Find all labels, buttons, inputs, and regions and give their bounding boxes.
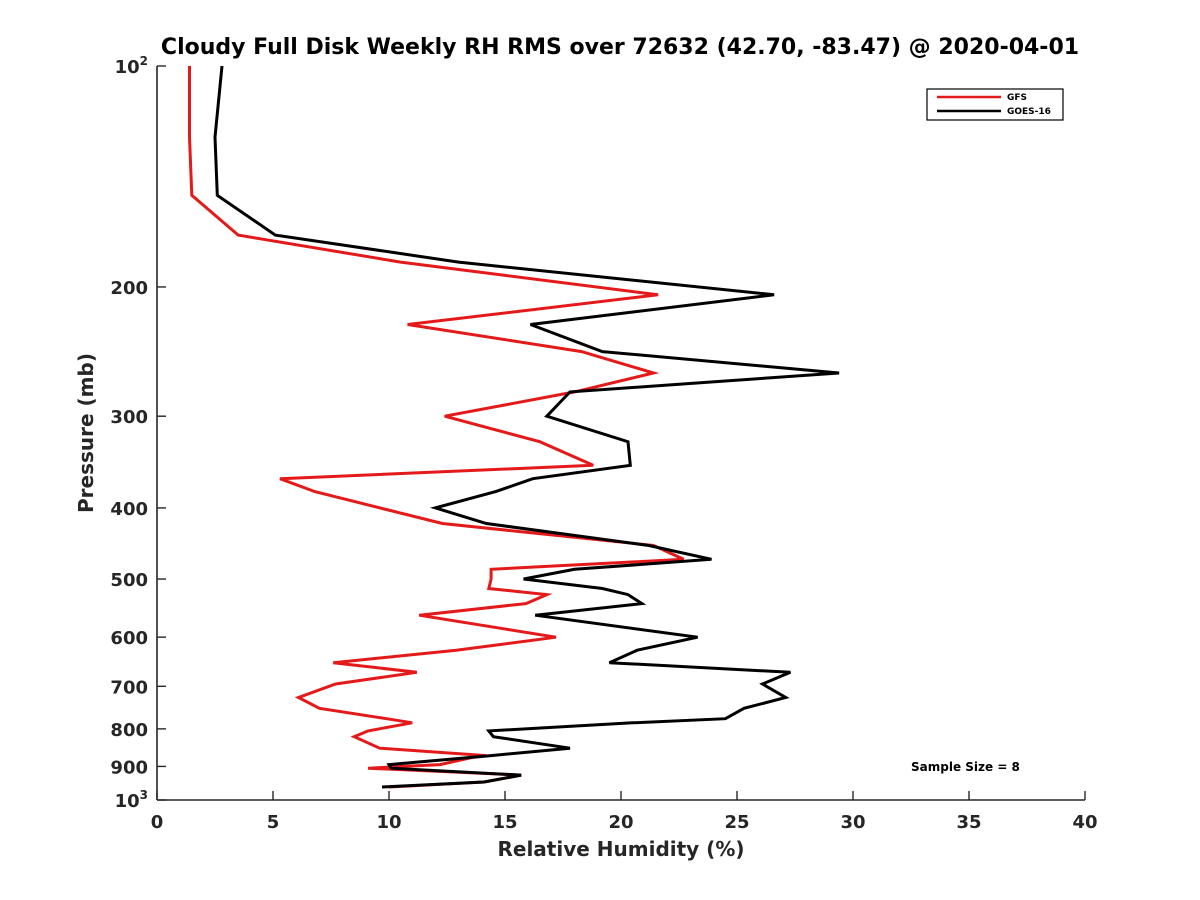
series-line-gfs — [188, 66, 685, 789]
x-tick-label: 5 — [267, 812, 280, 833]
chart-title: Cloudy Full Disk Weekly RH RMS over 7263… — [161, 35, 1079, 60]
y-tick-label: 200 — [110, 278, 148, 299]
x-tick-label: 35 — [956, 812, 981, 833]
x-tick-label: 10 — [376, 812, 401, 833]
y-tick-label: 600 — [110, 628, 148, 649]
sample-size-annotation: Sample Size = 8 — [911, 760, 1020, 774]
legend: GFS GOES-16 — [926, 88, 1064, 121]
series-layer — [188, 65, 840, 789]
y-ticks: 102 200 300 400 500 600 700 800 900 103 — [110, 54, 166, 812]
x-ticks: 0 5 10 15 20 25 30 35 40 — [151, 791, 1098, 833]
x-axis-label: Relative Humidity (%) — [497, 837, 744, 861]
x-tick-label: 0 — [151, 812, 164, 833]
x-tick-label: 40 — [1072, 812, 1097, 833]
y-tick-label: 102 — [115, 54, 148, 78]
y-tick-label: 700 — [110, 677, 148, 698]
legend-label: GFS — [1007, 93, 1027, 103]
legend-box — [926, 88, 1064, 121]
plot-area: 0 5 10 15 20 25 30 35 40 102 200 300 400 500 600 700 80… — [110, 54, 1097, 833]
series-line-goes-16 — [213, 65, 840, 789]
y-tick-label: 800 — [110, 720, 148, 741]
legend-items: GFS GOES-16 — [937, 93, 1051, 117]
legend-label: GOES-16 — [1007, 107, 1051, 117]
y-tick-label: 400 — [110, 499, 148, 520]
x-tick-label: 15 — [492, 812, 517, 833]
y-tick-label: 500 — [110, 570, 148, 591]
y-tick-label: 900 — [110, 757, 148, 778]
x-tick-label: 20 — [608, 812, 633, 833]
x-tick-label: 25 — [724, 812, 749, 833]
x-tick-label: 30 — [840, 812, 865, 833]
y-tick-label: 103 — [115, 788, 148, 812]
y-axis-label: Pressure (mb) — [74, 353, 98, 513]
y-tick-label: 300 — [110, 407, 148, 428]
